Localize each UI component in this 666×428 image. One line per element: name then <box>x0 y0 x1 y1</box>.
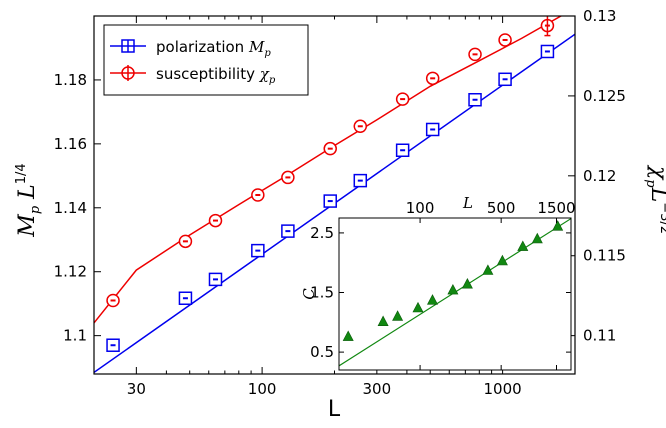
inset-data-point <box>427 294 438 305</box>
y-left-tick-label: 1.12 <box>54 263 87 281</box>
y-left-tick-label: 1.14 <box>54 199 87 217</box>
inset-plot-content <box>339 218 571 367</box>
inset-x-axis-label: L <box>462 194 473 212</box>
x-tick-label: 100 <box>248 380 277 398</box>
inset-frame <box>338 217 572 371</box>
legend-box <box>103 24 309 96</box>
inset-y-axis-label: C <box>300 288 318 300</box>
inset-data-point <box>412 301 424 313</box>
plot-frame <box>93 15 576 375</box>
inset-axis-ticks: 100 500 1500 0.5 1.5 2.5 <box>310 199 576 370</box>
x-axis-label: L <box>328 397 341 422</box>
x-tick-label: 30 <box>127 380 146 398</box>
inset-y-tick-label: 1.5 <box>310 284 334 302</box>
y-right-tick-label: 0.13 <box>583 7 616 25</box>
legend-entry-susceptibility: susceptibility χp <box>110 65 276 86</box>
x-tick-label: 300 <box>363 380 392 398</box>
main-plot-content <box>94 16 575 374</box>
y-left-tick-label: 1.16 <box>54 135 87 153</box>
inset-x-tick-label: 1500 <box>537 199 575 217</box>
y-axis-label-left: Mp L1/4 <box>14 163 43 237</box>
legend: polarization Mp susceptibility χp <box>103 24 309 96</box>
inset-y-tick-label: 0.5 <box>310 343 334 361</box>
legend-marker-circle <box>121 66 135 80</box>
legend-entry-polarization: polarization Mp <box>110 38 271 59</box>
inset-data-point <box>531 232 543 244</box>
legend-label-polarization: polarization Mp <box>156 38 271 59</box>
inset-data-point <box>392 310 404 321</box>
inset-x-tick-label: 100 <box>406 199 435 217</box>
y-right-tick-label: 0.115 <box>583 247 626 265</box>
inset-x-tick-label: 500 <box>487 199 516 217</box>
inset-data-point <box>342 330 354 341</box>
x-tick-label: 1000 <box>484 380 522 398</box>
inset-data-point <box>517 240 529 251</box>
y-right-tick-label: 0.125 <box>583 87 626 105</box>
y-right-tick-label: 0.11 <box>583 327 616 345</box>
inset-data-point <box>377 315 389 327</box>
inset-data-point <box>482 264 494 275</box>
y-left-tick-label: 1.1 <box>63 327 87 345</box>
inset-data-point <box>552 220 564 231</box>
legend-label-susceptibility: susceptibility χp <box>156 65 276 86</box>
legend-marker-square <box>121 39 135 53</box>
inset-data-point <box>461 278 473 289</box>
y-axis-label-right: χpL−3/2 <box>643 164 666 234</box>
inset-y-tick-label: 2.5 <box>310 224 334 242</box>
inset-data-point <box>447 283 459 295</box>
y-right-tick-label: 0.12 <box>583 167 616 185</box>
inset-data-point <box>496 254 508 266</box>
y-left-tick-label: 1.18 <box>54 71 87 89</box>
